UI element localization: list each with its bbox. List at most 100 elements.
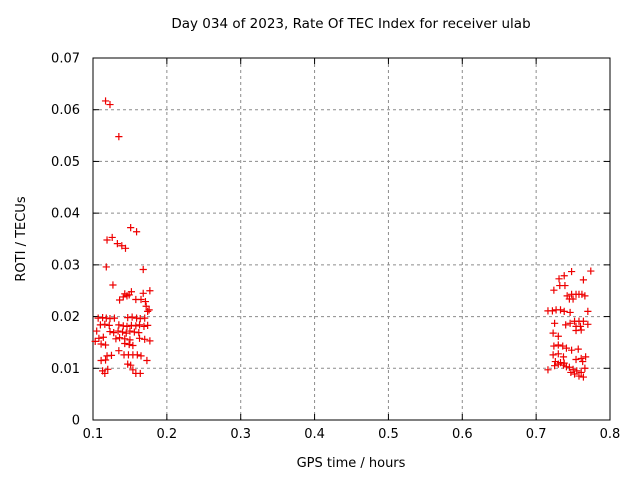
data-point <box>140 322 148 330</box>
data-point <box>143 356 151 365</box>
data-point <box>577 326 585 334</box>
data-point <box>101 320 109 328</box>
data-point <box>106 100 114 109</box>
data-point <box>554 332 562 340</box>
data-point <box>127 361 135 369</box>
data-point <box>121 244 130 252</box>
x-tick-label: 0.1 <box>83 427 104 442</box>
data-point <box>95 334 103 342</box>
data-point <box>115 133 123 141</box>
x-tick-label: 0.2 <box>157 427 178 442</box>
data-point <box>103 236 111 244</box>
data-point <box>113 240 121 248</box>
data-point <box>115 334 124 342</box>
data-point <box>125 340 133 349</box>
data-point <box>566 308 574 317</box>
data-point <box>91 337 99 345</box>
data-point <box>559 342 567 350</box>
data-point <box>554 360 562 368</box>
data-point <box>101 341 110 349</box>
data-point <box>141 335 149 343</box>
data-point <box>137 352 145 360</box>
data-point <box>559 353 568 361</box>
x-tick-label: 0.7 <box>526 427 547 442</box>
data-point <box>141 314 149 322</box>
data-point <box>567 346 576 354</box>
data-point <box>551 362 559 370</box>
data-point <box>584 320 592 328</box>
data-point <box>574 345 582 353</box>
data-point <box>126 336 134 344</box>
data-point <box>575 372 583 380</box>
data-point <box>584 307 592 315</box>
data-point <box>577 368 585 377</box>
data-point <box>582 353 590 361</box>
x-tick-label: 0.6 <box>452 427 473 442</box>
data-point <box>139 265 147 274</box>
x-axis-label: GPS time / hours <box>297 456 406 471</box>
data-point <box>554 350 562 358</box>
data-point <box>115 296 124 304</box>
data-point <box>101 369 109 378</box>
data-point <box>123 322 131 330</box>
data-point <box>129 366 137 374</box>
y-axis-label: ROTI / TECUs <box>14 196 29 281</box>
data-point <box>118 242 126 250</box>
data-point <box>146 287 154 295</box>
data-point <box>570 370 579 378</box>
data-point <box>146 337 154 345</box>
y-tick-label: 0.07 <box>51 52 80 67</box>
data-point <box>115 321 123 329</box>
chart-title: Day 034 of 2023, Rate Of TEC Index for r… <box>171 16 530 32</box>
y-tick-label: 0 <box>72 414 80 429</box>
data-point <box>106 327 114 336</box>
data-point <box>135 334 144 342</box>
y-tick-label: 0.02 <box>51 310 80 325</box>
data-point <box>93 327 101 335</box>
data-point <box>110 329 118 337</box>
data-point <box>549 351 557 359</box>
data-point <box>144 307 152 315</box>
data-point <box>104 365 112 373</box>
data-point <box>141 297 150 306</box>
data-point <box>118 328 127 336</box>
data-point <box>548 307 556 315</box>
y-tick-label: 0.03 <box>51 258 80 273</box>
x-tick-label: 0.5 <box>378 427 399 442</box>
data-point <box>144 321 152 329</box>
data-point <box>551 319 559 327</box>
data-point <box>566 319 574 327</box>
data-point <box>565 363 573 371</box>
data-point <box>572 355 580 364</box>
data-point <box>121 339 129 348</box>
data-point <box>550 286 558 294</box>
data-point <box>107 351 116 359</box>
grid-lines <box>93 58 610 420</box>
data-point <box>142 302 150 310</box>
data-point <box>133 351 141 359</box>
data-point <box>115 347 123 355</box>
y-tick-label: 0.05 <box>51 155 80 170</box>
data-point <box>135 321 144 329</box>
data-point <box>576 322 585 330</box>
data-point <box>132 322 140 330</box>
data-point <box>119 293 127 301</box>
data-point <box>561 281 569 290</box>
data-point <box>110 314 119 322</box>
data-point <box>127 224 135 232</box>
data-point <box>114 327 122 335</box>
axis-ticks <box>92 57 611 421</box>
y-tick-label: 0.06 <box>51 103 80 118</box>
data-point <box>579 276 588 284</box>
data-point <box>109 281 117 289</box>
data-point <box>581 292 589 300</box>
data-point <box>139 289 147 297</box>
data-point <box>123 292 131 300</box>
data-point <box>562 344 571 352</box>
data-point <box>555 275 563 283</box>
data-point <box>112 335 120 343</box>
x-tick-label: 0.8 <box>600 427 621 442</box>
data-point <box>554 341 562 349</box>
